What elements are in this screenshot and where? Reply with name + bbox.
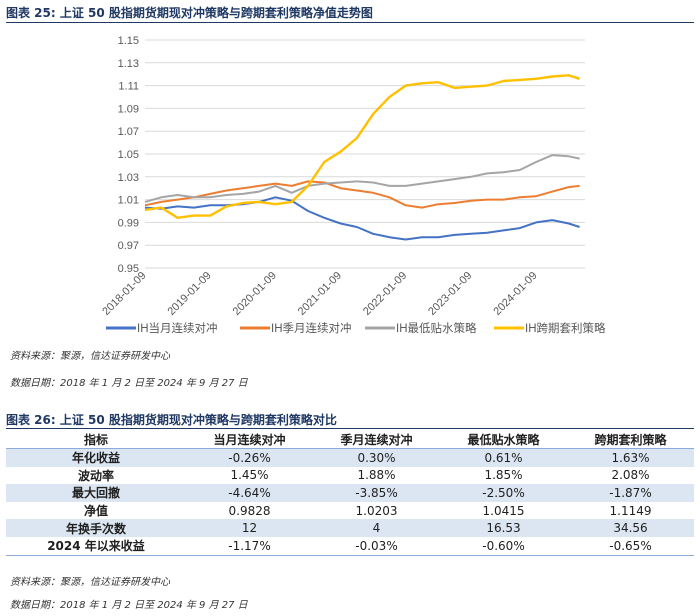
series-line: [144, 154, 580, 203]
table-cell: -0.60%: [440, 536, 567, 556]
figure-26-source: 资料来源：聚源，信达证券研发中心: [10, 577, 170, 588]
legend-label: IH跨期套利策略: [525, 321, 606, 335]
table-cell: 1.88%: [357, 468, 396, 483]
table-cell: 1.0203: [355, 503, 398, 518]
table-row: 年化收益 -0.26% 0.30% 0.61% 1.63%: [6, 448, 694, 467]
table-cell: -1.17%: [186, 536, 313, 556]
figure-26-title: 图表 26: 上证 50 股指期货期现对冲策略与跨期套利策略对比: [6, 413, 337, 427]
table-cell: -3.85%: [313, 484, 440, 502]
table-cell: 2.08%: [611, 468, 650, 483]
table-cell: -0.65%: [567, 536, 694, 556]
y-tick-label: 1.13: [118, 58, 139, 70]
y-axis-tick-labels: 0.95 0.97 0.99 1.01 1.03 1.05 1.07 1.09 1.11 1.13…: [118, 35, 139, 275]
x-tick-label: 2022-01-09: [361, 270, 409, 318]
legend-label: IH最低贴水策略: [396, 321, 477, 335]
table-row: 2024 年以来收益 -1.17% -0.03% -0.60% -0.65%: [6, 536, 694, 556]
series-line: [144, 196, 580, 241]
header-cell: 跨期套利策略: [567, 431, 694, 449]
figure-26-date: 数据日期：2018 年 1 月 2 日至 2024 年 9 月 27 日: [10, 600, 248, 611]
x-tick-label: 2018-01-09: [100, 270, 148, 318]
y-tick-label: 1.09: [118, 103, 139, 115]
comparison-table: 指标 当月连续对冲 季月连续对冲 最低贴水策略 跨期套利策略 年化收益 -0.2…: [6, 431, 694, 556]
table-cell: -1.87%: [567, 484, 694, 502]
row-header: 年换手次数: [6, 519, 186, 537]
legend-label: IH季月连续对冲: [271, 321, 352, 335]
table-cell: 1.0415: [482, 503, 525, 518]
y-tick-label: 0.99: [118, 217, 139, 229]
x-axis-tick-labels: 2018-01-09 2019-01-09 2020-01-09 2021-01-09…: [100, 270, 539, 318]
row-header: 2024 年以来收益: [6, 536, 186, 556]
header-cell: 最低贴水策略: [440, 431, 567, 449]
series-line: [144, 180, 580, 209]
table-cell: 1.45%: [230, 468, 269, 483]
row-header: 最大回撤: [6, 484, 186, 502]
figure-25-date: 数据日期：2018 年 1 月 2 日至 2024 年 9 月 27 日: [10, 378, 248, 389]
y-tick-label: 1.11: [118, 81, 139, 93]
y-tick-label: 0.95: [118, 263, 139, 275]
y-tick-label: 0.97: [118, 240, 139, 252]
x-tick-label: 2023-01-09: [426, 270, 474, 318]
table-row: 年换手次数 12 4 16.53 34.56: [6, 519, 694, 537]
y-tick-label: 1.01: [118, 195, 139, 207]
x-tick-label: 2024-01-09: [491, 270, 539, 318]
table-cell: 0.9828: [228, 503, 271, 518]
table-cell: -4.64%: [186, 484, 313, 502]
legend-label: IH当月连续对冲: [137, 321, 218, 335]
figure-25-source: 资料来源：聚源，信达证券研发中心: [10, 351, 170, 362]
table-cell: 0.61%: [440, 448, 567, 467]
table-row: 波动率 1.45% 1.88% 1.85% 2.08%: [6, 467, 694, 485]
table-cell: -0.26%: [186, 448, 313, 467]
figure-26-rule: [6, 428, 694, 429]
table-cell: 1.63%: [567, 448, 694, 467]
row-header: 波动率: [77, 468, 114, 483]
table-cell: 34.56: [567, 519, 694, 537]
series-line: [144, 74, 580, 220]
table-header-row: 指标 当月连续对冲 季月连续对冲 最低贴水策略 跨期套利策略: [6, 431, 694, 449]
chart-legend: IH当月连续对冲 IH季月连续对冲 IH最低贴水策略 IH跨期套利策略: [106, 321, 606, 335]
figure-25-rule: [6, 22, 694, 23]
table-cell: 16.53: [440, 519, 567, 537]
table-cell: 0.30%: [313, 448, 440, 467]
x-tick-label: 2019-01-09: [165, 270, 213, 318]
table-cell: 12: [186, 519, 313, 537]
row-header: 净值: [83, 504, 108, 519]
table-cell: 4: [313, 519, 440, 537]
y-tick-label: 1.07: [118, 126, 139, 138]
chart-series: [144, 74, 580, 241]
header-cell: 指标: [6, 431, 186, 449]
header-cell: 季月连续对冲: [313, 431, 440, 449]
table-cell: 1.1149: [609, 503, 652, 518]
table-cell: 1.85%: [484, 468, 523, 483]
net-value-line-chart: 0.95 0.97 0.99 1.01 1.03 1.05 1.07 1.09 1.11 1.13…: [100, 35, 606, 335]
header-cell: 当月连续对冲: [186, 431, 313, 449]
table-cell: -0.03%: [313, 536, 440, 556]
table-row: 最大回撤 -4.64% -3.85% -2.50% -1.87%: [6, 484, 694, 502]
row-header: 年化收益: [6, 448, 186, 467]
figure-25-title: 图表 25: 上证 50 股指期货期现对冲策略与跨期套利策略净值走势图: [6, 6, 373, 20]
table-row: 净值 0.9828 1.0203 1.0415 1.1149: [6, 502, 694, 520]
y-tick-label: 1.15: [118, 35, 139, 47]
y-tick-label: 1.03: [118, 172, 139, 184]
y-tick-label: 1.05: [118, 149, 139, 161]
x-tick-label: 2021-01-09: [296, 270, 344, 318]
x-tick-label: 2020-01-09: [231, 270, 279, 318]
table-cell: -2.50%: [440, 484, 567, 502]
chart-gridlines: [145, 39, 585, 269]
